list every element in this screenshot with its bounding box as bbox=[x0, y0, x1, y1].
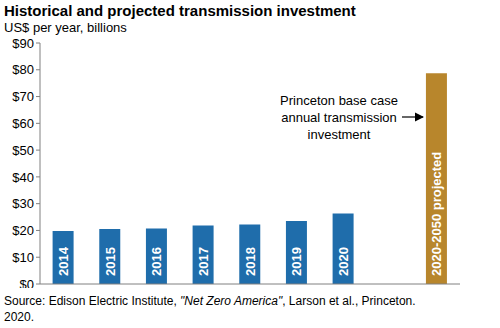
svg-text:$20: $20 bbox=[12, 223, 34, 238]
html-text:Historical and projected trans: Historical and projected transmission in… bbox=[4, 2, 356, 19]
svg-text:$90: $90 bbox=[12, 38, 34, 51]
html-text:Source: Edison Electric Instit: Source: Edison Electric Institute, "Net … bbox=[4, 294, 416, 324]
svg-text:$50: $50 bbox=[12, 143, 34, 158]
svg-text:$0: $0 bbox=[20, 277, 34, 288]
html-text:US$ per year, billions: US$ per year, billions bbox=[4, 20, 127, 35]
svg-text:2016: 2016 bbox=[149, 247, 164, 276]
svg-text:2020-2050 projected: 2020-2050 projected bbox=[429, 152, 444, 276]
svg-text:$40: $40 bbox=[12, 170, 34, 185]
svg-text:2017: 2017 bbox=[196, 247, 211, 276]
svg-text:2014: 2014 bbox=[56, 246, 71, 276]
svg-text:$80: $80 bbox=[12, 62, 34, 77]
svg-text:2019: 2019 bbox=[289, 247, 304, 276]
svg-text:$60: $60 bbox=[12, 116, 34, 131]
svg-text:$30: $30 bbox=[12, 196, 34, 211]
svg-text:2020: 2020 bbox=[336, 247, 351, 276]
svg-text:2015: 2015 bbox=[103, 247, 118, 276]
svg-text:$10: $10 bbox=[12, 250, 34, 265]
svg-text:$70: $70 bbox=[12, 89, 34, 104]
html-text:Princeton base case annual tra: Princeton base case annual transmission … bbox=[280, 93, 398, 142]
svg-text:2018: 2018 bbox=[243, 247, 258, 276]
